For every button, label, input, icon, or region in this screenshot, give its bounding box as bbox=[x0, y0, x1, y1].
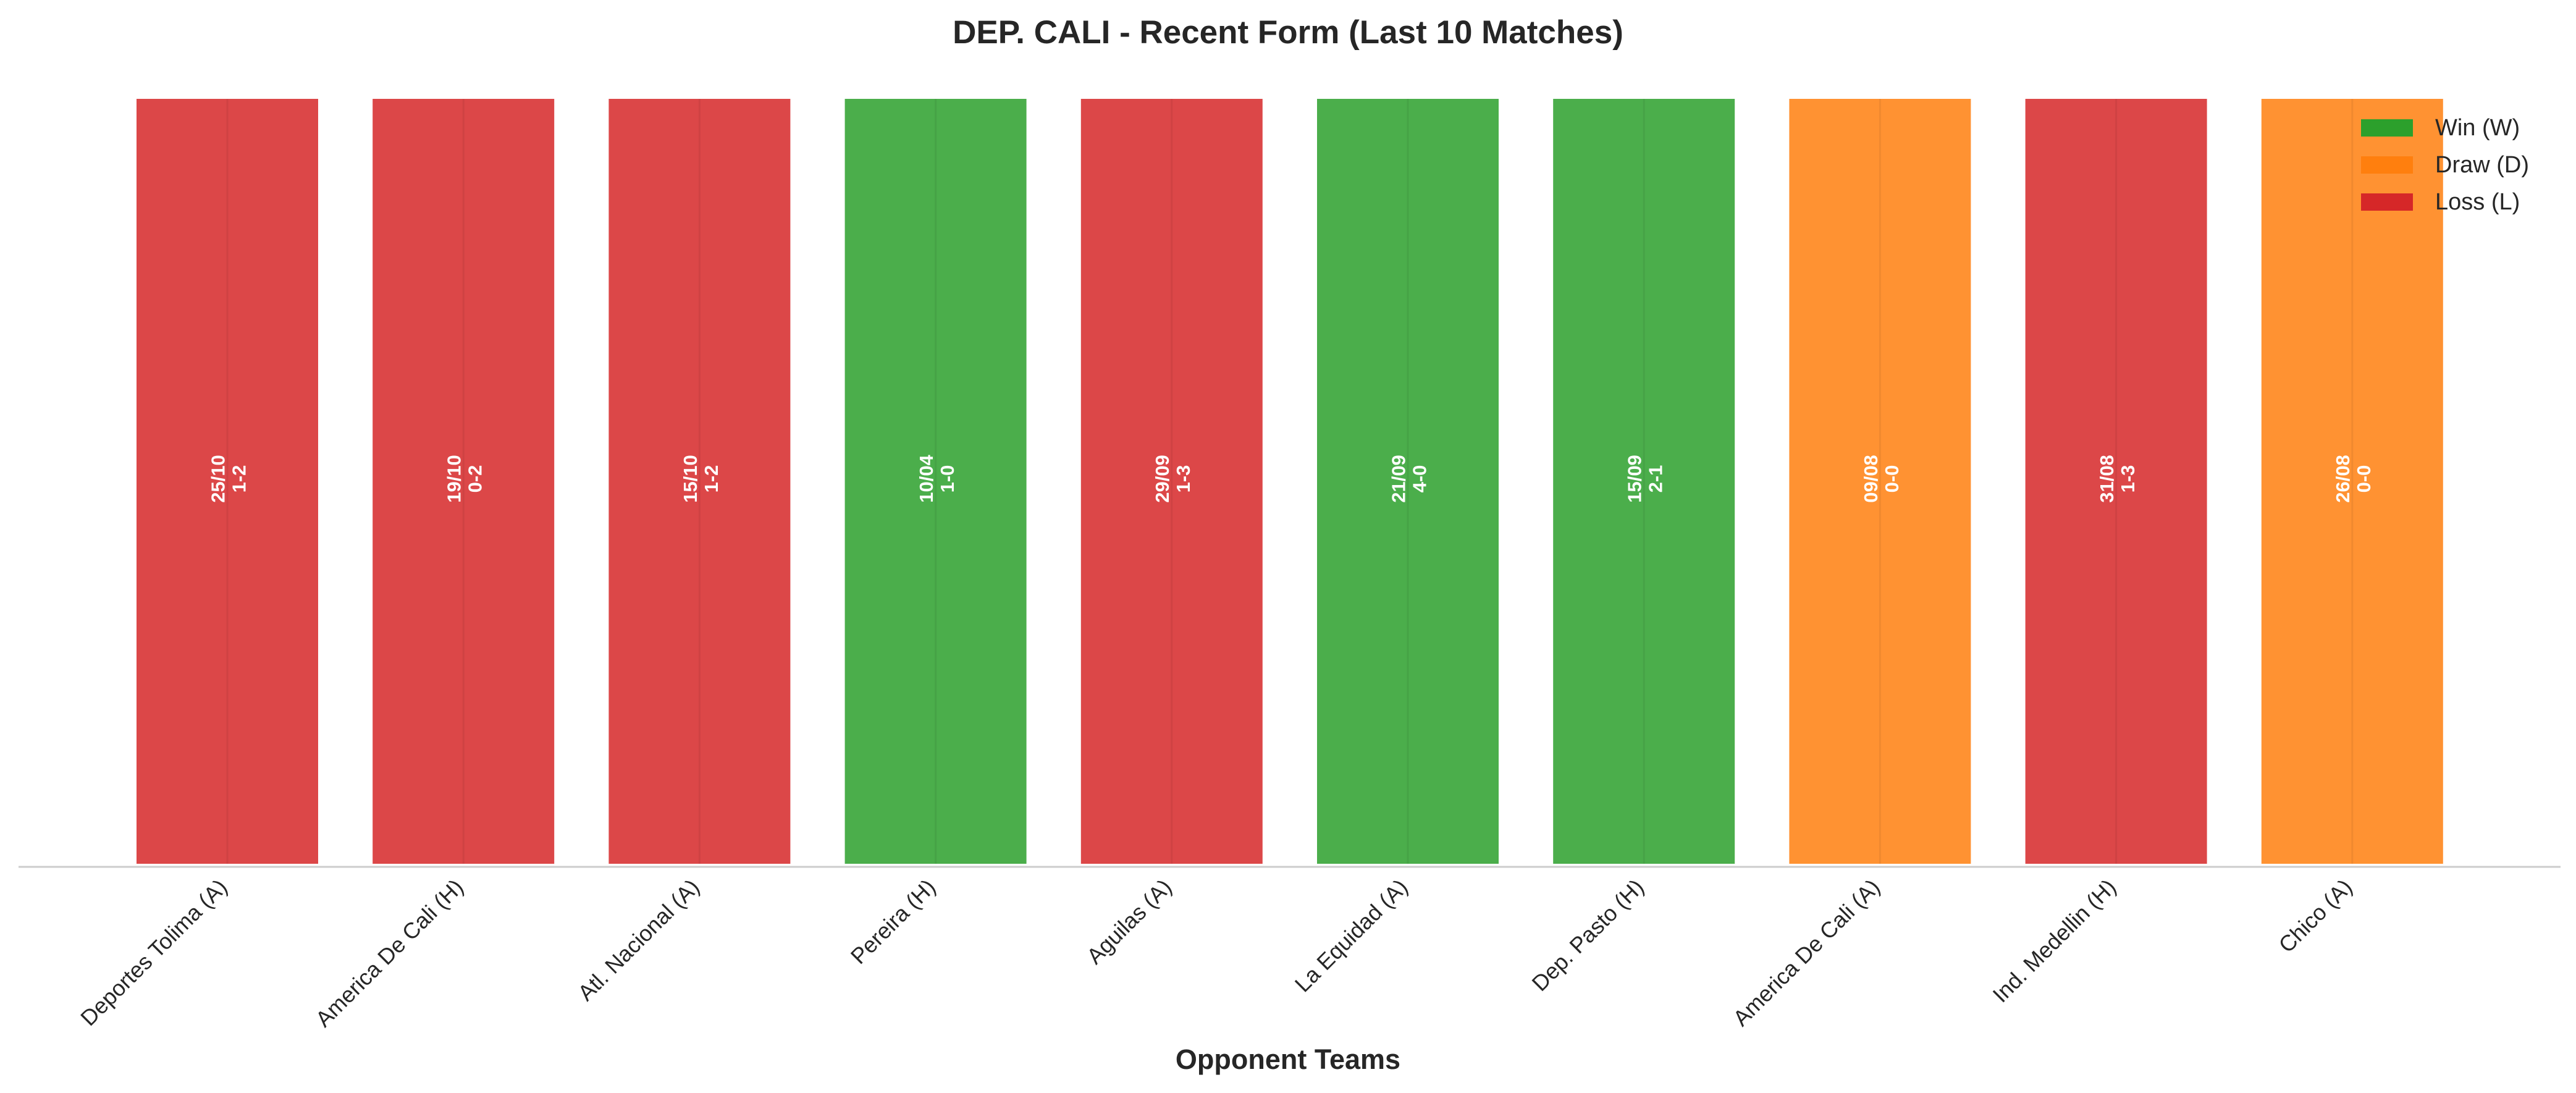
bar-3 bbox=[606, 96, 793, 866]
bar-score-8: 0-0 bbox=[1881, 465, 1903, 493]
legend-label-l: Loss (L) bbox=[2435, 189, 2520, 215]
legend-swatch-l bbox=[2361, 193, 2413, 211]
bar-5 bbox=[1078, 96, 1265, 866]
bar-label-6: 21/094-0 bbox=[1387, 455, 1430, 503]
bar-label-1: 25/101-2 bbox=[207, 455, 250, 503]
bar-label-3: 15/101-2 bbox=[680, 455, 722, 503]
bar-date-8: 09/08 bbox=[1860, 455, 1882, 503]
bar-score-1: 1-2 bbox=[228, 465, 250, 493]
bar-score-4: 1-0 bbox=[937, 465, 958, 493]
bar-label-2: 19/100-2 bbox=[444, 455, 486, 503]
bar-date-9: 31/08 bbox=[2096, 455, 2118, 503]
bar-date-1: 25/10 bbox=[207, 455, 229, 503]
bar-2 bbox=[370, 96, 557, 866]
x-tick-label-7: Dep. Pasto (H) bbox=[1527, 874, 1649, 996]
bar-label-9: 31/081-3 bbox=[2096, 455, 2139, 503]
bar-score-6: 4-0 bbox=[1408, 465, 1430, 493]
x-tick-label-5: Aguilas (A) bbox=[1082, 874, 1176, 969]
x-axis-label: Opponent Teams bbox=[1176, 1044, 1400, 1075]
bar-7 bbox=[1551, 96, 1738, 866]
bar-date-2: 19/10 bbox=[444, 455, 465, 503]
legend: Win (W) Draw (D) Loss (L) bbox=[2361, 115, 2529, 215]
bar-6 bbox=[1315, 96, 1501, 866]
legend-swatch-w bbox=[2361, 119, 2413, 137]
bar-label-7: 15/092-1 bbox=[1624, 455, 1667, 503]
x-tick-label-10: Chico (A) bbox=[2273, 874, 2357, 958]
x-tick-label-4: Pereira (H) bbox=[846, 874, 940, 969]
bar-date-6: 21/09 bbox=[1387, 455, 1409, 503]
bar-score-7: 2-1 bbox=[1645, 465, 1667, 493]
x-tick-label-3: Atl. Nacional (A) bbox=[573, 874, 704, 1006]
x-tick-label-9: Ind. Medellin (H) bbox=[1988, 874, 2121, 1008]
bars-layer bbox=[134, 96, 2446, 866]
bar-10 bbox=[2258, 96, 2446, 866]
chart-title: DEP. CALI - Recent Form (Last 10 Matches… bbox=[953, 14, 1623, 51]
bar-score-2: 0-2 bbox=[465, 465, 486, 493]
x-tick-labels: Deportes Tolima (A) America De Cali (H) At… bbox=[75, 874, 2357, 1032]
legend-label-d: Draw (D) bbox=[2435, 152, 2529, 178]
x-tick-label-2: America De Cali (H) bbox=[311, 874, 468, 1032]
bar-score-5: 1-3 bbox=[1172, 465, 1194, 493]
bar-4 bbox=[842, 96, 1029, 866]
bar-date-4: 10/04 bbox=[915, 454, 937, 502]
bar-1 bbox=[134, 96, 321, 866]
bar-label-10: 26/080-0 bbox=[2332, 455, 2375, 503]
bar-score-10: 0-0 bbox=[2353, 465, 2375, 493]
legend-swatch-d bbox=[2361, 156, 2413, 174]
bar-date-5: 29/09 bbox=[1151, 455, 1173, 503]
bar-date-10: 26/08 bbox=[2332, 455, 2354, 503]
x-tick-label-8: America De Cali (A) bbox=[1728, 874, 1885, 1031]
bar-score-3: 1-2 bbox=[701, 465, 722, 493]
bar-label-5: 29/091-3 bbox=[1151, 455, 1194, 503]
bar-score-9: 1-3 bbox=[2117, 465, 2139, 493]
bar-9 bbox=[2022, 96, 2210, 866]
legend-label-w: Win (W) bbox=[2435, 115, 2520, 141]
x-tick-label-6: La Equidad (A) bbox=[1290, 874, 1413, 997]
bar-date-3: 15/10 bbox=[680, 455, 701, 503]
bar-8 bbox=[1787, 96, 1974, 866]
x-tick-label-1: Deportes Tolima (A) bbox=[75, 874, 232, 1031]
bar-label-4: 10/041-0 bbox=[915, 454, 958, 502]
bar-date-7: 15/09 bbox=[1624, 455, 1646, 503]
bar-labels-layer: 25/101-2 19/100-2 15/101-2 10/041-0 29/091-3… bbox=[207, 454, 2375, 502]
bar-label-8: 09/080-0 bbox=[1860, 455, 1903, 503]
